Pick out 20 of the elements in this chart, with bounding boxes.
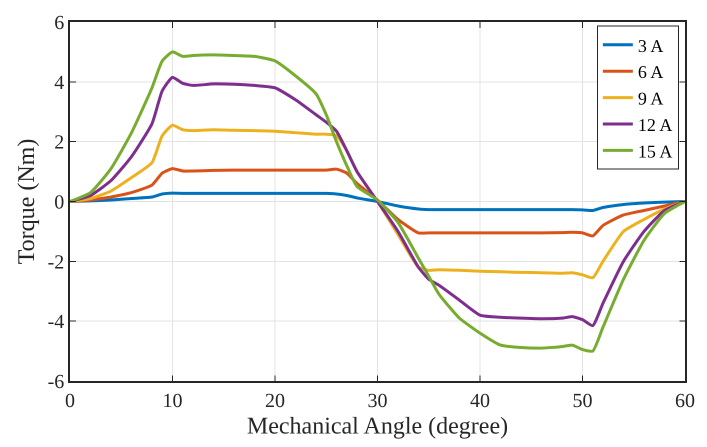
- y-tick-label: 2: [54, 132, 64, 154]
- y-axis-title: Torque (Nm): [14, 138, 40, 264]
- x-tick-label: 40: [470, 390, 490, 412]
- legend-label: 3 A: [638, 36, 664, 56]
- y-tick-label: 6: [54, 12, 64, 34]
- y-tick-label: -4: [48, 311, 64, 334]
- y-tick-label: -2: [48, 251, 64, 274]
- x-tick-label: 30: [368, 390, 388, 412]
- legend-label: 15 A: [638, 141, 672, 162]
- y-tick-label: 0: [54, 192, 64, 214]
- legend-label: 6 A: [638, 62, 664, 82]
- y-tick-label: 4: [54, 72, 64, 94]
- x-tick-label: 10: [162, 390, 182, 412]
- legend-label: 12 A: [638, 115, 672, 136]
- x-tick-label: 60: [675, 390, 695, 412]
- y-tick-label: -6: [48, 371, 64, 393]
- x-tick-label: 50: [572, 390, 592, 412]
- x-axis-title: Mechanical Angle (degree): [246, 414, 508, 440]
- x-tick-label: 20: [265, 390, 285, 412]
- legend-label: 9 A: [638, 88, 664, 109]
